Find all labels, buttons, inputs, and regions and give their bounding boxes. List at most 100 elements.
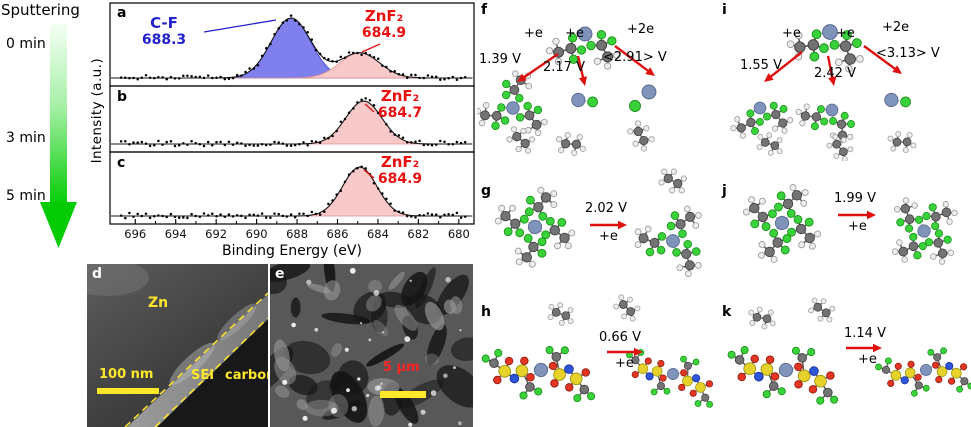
data-point — [389, 202, 392, 205]
data-point — [227, 140, 231, 143]
panel-letter-k: k — [722, 304, 732, 320]
data-point — [306, 31, 309, 34]
data-point — [264, 216, 268, 219]
data-point — [352, 107, 355, 110]
data-point — [293, 19, 297, 22]
molecule-znl2 — [795, 103, 855, 146]
data-point — [360, 165, 363, 168]
data-point — [223, 215, 227, 219]
data-point — [153, 76, 156, 80]
data-point — [202, 76, 206, 80]
data-point — [252, 144, 256, 147]
data-point — [310, 210, 314, 214]
reaction-arrow — [520, 53, 559, 80]
data-point — [252, 213, 256, 217]
data-point — [323, 56, 326, 60]
molecule-eth — [808, 297, 836, 323]
data-point — [372, 182, 376, 185]
data-point — [385, 65, 388, 69]
data-point — [455, 211, 459, 215]
data-point — [186, 74, 189, 78]
data-point — [393, 209, 396, 212]
panel-letter-b: b — [117, 89, 128, 105]
sei-region — [127, 294, 268, 427]
data-point — [144, 74, 148, 77]
reaction-panel-j: j 1.99 V +e — [718, 161, 971, 292]
data-point — [360, 98, 363, 101]
molecule-diagram-j — [742, 183, 958, 265]
data-point — [202, 212, 206, 215]
data-point — [335, 193, 338, 196]
reaction-panel-f: f +e 1.39 V +e 2.17 V +2e <2.91> V — [477, 0, 718, 161]
molecule-eth — [613, 294, 641, 322]
data-point — [364, 97, 367, 100]
data-point — [177, 216, 181, 219]
peak-name: C-F — [150, 14, 178, 32]
data-point — [231, 215, 235, 218]
data-point — [186, 143, 189, 147]
data-point — [289, 213, 293, 216]
data-point — [177, 144, 181, 147]
molecule-diagram-h — [481, 294, 714, 408]
data-point — [219, 75, 222, 79]
data-point — [430, 75, 434, 79]
data-point — [323, 210, 326, 214]
peak-annotation-a-znf2: ZnF₂ 684.9 — [352, 7, 416, 41]
scale-bar-label-d: 100 nm — [99, 367, 154, 382]
molecule-fi — [629, 100, 641, 112]
data-point — [248, 67, 251, 70]
molecule-diagram-k — [727, 297, 971, 405]
peak-value: 684.9 — [377, 171, 423, 188]
data-point — [327, 57, 330, 61]
data-point — [422, 76, 426, 80]
x-tick-label: 686 — [327, 227, 349, 241]
voltage-label: 1.39 V — [479, 52, 521, 67]
data-point — [364, 51, 367, 55]
data-point — [339, 189, 343, 193]
data-point — [256, 214, 260, 217]
panel-letter-e: e — [275, 266, 285, 282]
data-point — [439, 139, 442, 143]
data-point — [352, 51, 355, 55]
data-point — [269, 42, 272, 46]
data-point — [298, 142, 301, 146]
data-point — [281, 21, 285, 25]
data-point — [405, 76, 409, 80]
peak-value: 684.7 — [377, 105, 423, 122]
data-point — [248, 143, 251, 147]
data-point — [252, 67, 256, 70]
data-point — [327, 202, 330, 206]
reaction-panel-i: i +e 1.55 V +e 2.42 V +2e <3.13> V — [718, 0, 971, 161]
x-tick-label: 682 — [407, 227, 429, 241]
data-point — [302, 212, 305, 216]
data-point — [418, 76, 421, 80]
data-point — [298, 22, 301, 26]
voltage-label: 1.55 V — [740, 58, 782, 73]
data-point — [169, 140, 173, 143]
sputtering-arrow-icon — [40, 24, 77, 248]
data-point — [169, 75, 173, 79]
data-point — [397, 134, 401, 137]
data-point — [302, 141, 305, 144]
data-point — [434, 213, 438, 216]
data-point — [211, 212, 214, 215]
data-point — [128, 211, 131, 215]
data-point — [376, 111, 380, 115]
molecule-znt2 — [626, 349, 714, 408]
voltage-label: 2.17 V — [543, 60, 585, 75]
data-point — [206, 140, 210, 144]
data-point — [173, 144, 177, 148]
data-point — [347, 111, 351, 115]
data-point — [451, 142, 455, 146]
data-point — [173, 215, 177, 219]
data-point — [401, 136, 405, 140]
molecule-znl3 — [634, 205, 702, 278]
electron-label: +e — [565, 26, 584, 41]
data-point — [119, 140, 123, 143]
reaction-arrow-head — [873, 343, 882, 353]
molecule-eth — [627, 120, 655, 152]
reaction-arrow-head — [578, 76, 587, 86]
data-point — [124, 140, 127, 143]
zn-region-label: Zn — [148, 295, 169, 311]
data-point — [223, 77, 227, 81]
